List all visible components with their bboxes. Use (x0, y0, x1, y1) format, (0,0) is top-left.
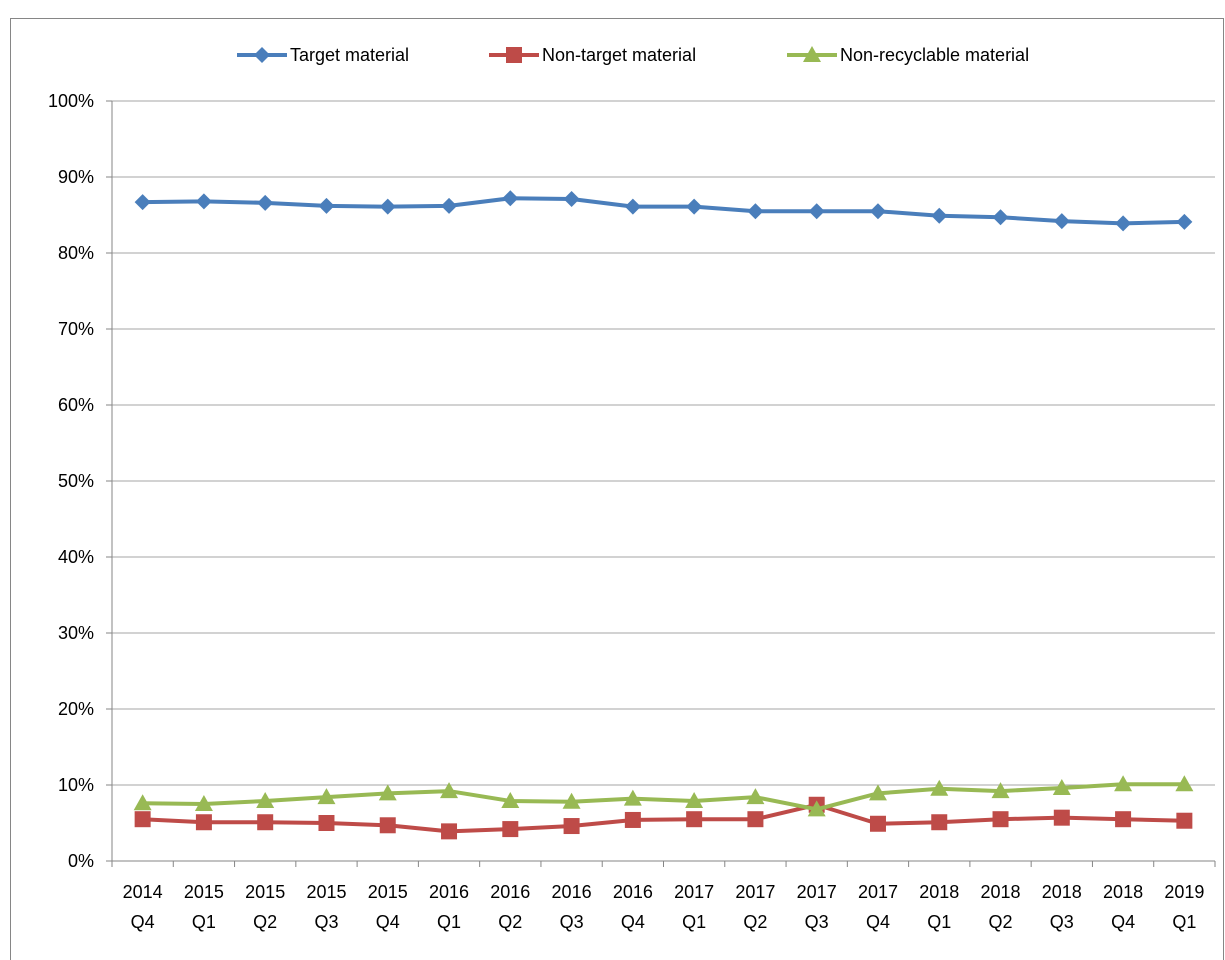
y-tick-label: 40% (57, 547, 94, 567)
data-point (1115, 215, 1132, 232)
series-line (142, 782, 1185, 812)
data-point (624, 198, 641, 215)
data-point (1052, 779, 1071, 796)
data-point (1115, 811, 1132, 828)
data-point (134, 811, 151, 828)
data-point (685, 791, 704, 808)
x-tick-label: 2016 Q4 (612, 882, 653, 932)
y-tick-label: 80% (57, 243, 94, 263)
x-tick-label: 2014 Q4 (122, 882, 163, 932)
data-point (686, 811, 703, 828)
data-point (686, 198, 703, 215)
data-point (441, 823, 458, 840)
data-point (502, 821, 519, 838)
series-line (142, 802, 1185, 834)
data-point (1053, 809, 1070, 826)
x-tick-label: 2017 Q3 (796, 882, 837, 932)
x-tick-label: 2016 Q1 (428, 882, 470, 932)
x-tick-label: 2018 Q2 (980, 882, 1021, 932)
data-point (624, 811, 641, 828)
data-point (930, 779, 949, 796)
x-tick-label: 2016 Q3 (551, 882, 592, 932)
data-point (747, 811, 764, 828)
y-tick-label: 50% (57, 471, 94, 491)
data-point (808, 203, 825, 220)
data-point (1114, 775, 1133, 792)
data-point (747, 203, 764, 220)
y-tick-label: 30% (57, 623, 94, 643)
legend-label: Target material (290, 45, 410, 65)
data-point (931, 207, 948, 224)
x-tick-label: 2017 Q2 (735, 882, 776, 932)
y-tick-label: 100% (47, 91, 94, 111)
data-point (379, 198, 396, 215)
data-point (868, 784, 887, 801)
x-tick-label: 2017 Q4 (857, 882, 898, 932)
data-point (931, 814, 948, 831)
data-point (195, 193, 212, 210)
legend-marker (254, 47, 270, 63)
y-tick-label: 60% (57, 395, 94, 415)
y-tick-label: 10% (57, 775, 94, 795)
data-point (318, 197, 335, 214)
x-tick-label: 2018 Q4 (1103, 882, 1144, 932)
data-point (502, 190, 519, 207)
data-point (134, 194, 151, 211)
x-tick-label: 2015 Q4 (367, 882, 408, 932)
data-point (869, 815, 886, 832)
y-tick-label: 90% (57, 167, 94, 187)
data-point (133, 794, 152, 811)
x-tick-label: 2019 Q1 (1164, 882, 1205, 932)
data-point (194, 795, 213, 811)
data-point (563, 191, 580, 208)
data-point (195, 814, 212, 831)
y-tick-label: 20% (57, 699, 94, 719)
x-tick-label: 2016 Q2 (490, 882, 531, 932)
data-point (317, 788, 336, 805)
x-tick-label: 2018 Q3 (1041, 882, 1082, 932)
x-tick-label: 2018 Q1 (919, 882, 960, 932)
y-tick-label: 0% (67, 851, 94, 871)
x-tick-label: 2015 Q2 (245, 882, 286, 932)
data-point (992, 811, 1009, 828)
data-point (256, 791, 275, 808)
data-point (563, 818, 580, 835)
data-point (257, 814, 274, 831)
series-line (142, 196, 1185, 226)
legend-label: Non-recyclable material (840, 45, 1030, 65)
data-point (807, 800, 826, 817)
legend-label: Non-target material (542, 45, 697, 65)
data-point (1175, 775, 1194, 792)
y-tick-label: 70% (57, 319, 94, 339)
x-tick-label: 2015 Q1 (183, 882, 224, 932)
data-point (746, 788, 765, 805)
data-point (562, 792, 581, 809)
data-point (441, 197, 458, 214)
data-point (623, 789, 642, 806)
data-point (379, 817, 396, 834)
data-point (1176, 213, 1193, 230)
data-point (501, 791, 520, 808)
legend-marker (506, 47, 522, 63)
x-tick-label: 2015 Q3 (306, 882, 347, 932)
legend-marker (803, 46, 821, 62)
data-point (869, 203, 886, 220)
data-point (1053, 213, 1070, 230)
data-point (378, 784, 397, 801)
data-point (318, 815, 335, 831)
data-point (1176, 812, 1193, 829)
data-point (257, 194, 274, 211)
data-point (440, 782, 459, 799)
data-point (992, 209, 1009, 226)
x-tick-label: 2017 Q1 (674, 882, 715, 932)
data-point (991, 782, 1010, 799)
